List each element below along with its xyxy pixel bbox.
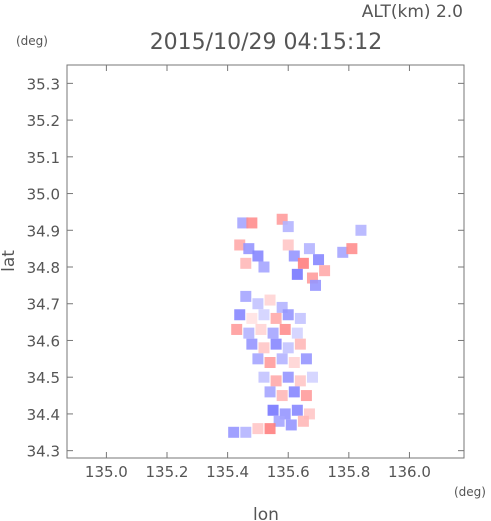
heatmap-cell: [319, 265, 331, 277]
y-tick-label: 34.4: [27, 406, 60, 424]
heatmap-cell: [252, 353, 264, 365]
y-tick-label: 34.6: [27, 332, 60, 350]
heatmap-cell: [273, 415, 285, 427]
heatmap-cell: [285, 419, 297, 431]
heatmap-cell: [252, 298, 264, 310]
heatmap-cell: [291, 404, 303, 416]
heatmap-cell: [291, 268, 303, 280]
x-tick-label: 135.8: [327, 463, 370, 481]
heatmap-cell: [270, 375, 282, 387]
y-tick-label: 35.3: [27, 75, 60, 93]
y-unit-label: (deg): [16, 34, 48, 48]
heatmap-cell: [255, 323, 267, 335]
heatmap-cell: [270, 312, 282, 324]
heatmap-cell: [294, 375, 306, 387]
heatmap-cell: [276, 390, 288, 402]
heatmap-cell: [252, 250, 264, 262]
heatmap-cell: [258, 261, 270, 273]
heatmap-cell: [303, 408, 315, 420]
heatmap-cell: [276, 301, 288, 313]
heatmap-cell: [282, 371, 294, 383]
heatmap-cell: [240, 290, 252, 302]
heatmap-cell: [282, 221, 294, 233]
x-tick-label: 135.0: [85, 463, 128, 481]
y-tick-label: 34.9: [27, 222, 60, 240]
y-axis-label: lat: [0, 250, 19, 272]
heatmap-cell: [267, 327, 279, 339]
x-unit-label: (deg): [454, 485, 486, 499]
heatmap-cell: [228, 426, 240, 438]
heatmap-cell: [234, 239, 246, 251]
heatmap-cell: [288, 250, 300, 262]
heatmap-cell: [276, 213, 288, 225]
heatmap-cell: [246, 217, 258, 229]
heatmap-cell: [355, 224, 367, 236]
y-tick-label: 34.5: [27, 369, 60, 387]
heatmap-cell: [240, 257, 252, 269]
heatmap-cell: [297, 257, 309, 269]
heatmap-cell: [276, 353, 288, 365]
heatmap-cell: [282, 239, 294, 251]
heatmap-cell: [240, 426, 252, 438]
heatmap-cell: [291, 327, 303, 339]
heatmap-cell: [258, 342, 270, 354]
y-tick-label: 34.7: [27, 296, 60, 314]
heatmap-cell: [243, 327, 255, 339]
heatmap-cell: [243, 243, 255, 255]
heatmap-cell: [294, 312, 306, 324]
heatmap-cell: [297, 415, 309, 427]
x-tick-label: 136.0: [388, 463, 431, 481]
heatmap-cell: [282, 309, 294, 321]
chart-title: 2015/10/29 04:15:12: [150, 30, 383, 55]
heatmap-cell: [270, 338, 282, 350]
heatmap-cell: [264, 357, 276, 369]
heatmap-cell: [264, 386, 276, 398]
heatmap-cells: [228, 213, 367, 438]
heatmap-cell: [303, 243, 315, 255]
x-tick-label: 135.4: [206, 463, 249, 481]
plot-area: [66, 64, 465, 459]
y-tick-label: 35.2: [27, 112, 60, 130]
heatmap-cell: [337, 246, 349, 258]
heatmap-cell: [294, 338, 306, 350]
heatmap-cell: [288, 386, 300, 398]
x-tick-label: 135.2: [146, 463, 189, 481]
altitude-label: ALT(km) 2.0: [362, 2, 463, 22]
heatmap-cell: [288, 357, 300, 369]
heatmap-cell: [252, 423, 264, 435]
heatmap-cell: [282, 342, 294, 354]
heatmap-cell: [306, 371, 318, 383]
heatmap-cell: [300, 390, 312, 402]
x-axis-label: lon: [253, 505, 279, 521]
y-tick-label: 34.3: [27, 443, 60, 461]
heatmap-cell: [231, 323, 243, 335]
heatmap-cell: [310, 279, 322, 291]
heatmap-cell: [246, 338, 258, 350]
heatmap-cell: [258, 371, 270, 383]
heatmap-cell: [279, 408, 291, 420]
y-tick-label: 35.0: [27, 186, 60, 204]
heatmap-cell: [246, 312, 258, 324]
heatmap-cell: [237, 217, 249, 229]
heatmap-cell: [346, 243, 358, 255]
heatmap-cell: [264, 423, 276, 435]
heatmap-cell: [279, 323, 291, 335]
heatmap-cell: [300, 353, 312, 365]
axis-ticks: 34.3 34.4 34.5 34.6 34.7 34.8 34.9 35.0 35.1 35.2…: [27, 65, 464, 481]
heatmap-cell: [264, 294, 276, 306]
heatmap-cell: [267, 404, 279, 416]
y-tick-label: 34.8: [27, 259, 60, 277]
heatmap-cell: [313, 254, 325, 266]
heatmap-cell: [234, 309, 246, 321]
x-tick-label: 135.6: [267, 463, 310, 481]
heatmap-cell: [258, 309, 270, 321]
heatmap-cell: [306, 272, 318, 284]
y-tick-label: 35.1: [27, 149, 60, 167]
